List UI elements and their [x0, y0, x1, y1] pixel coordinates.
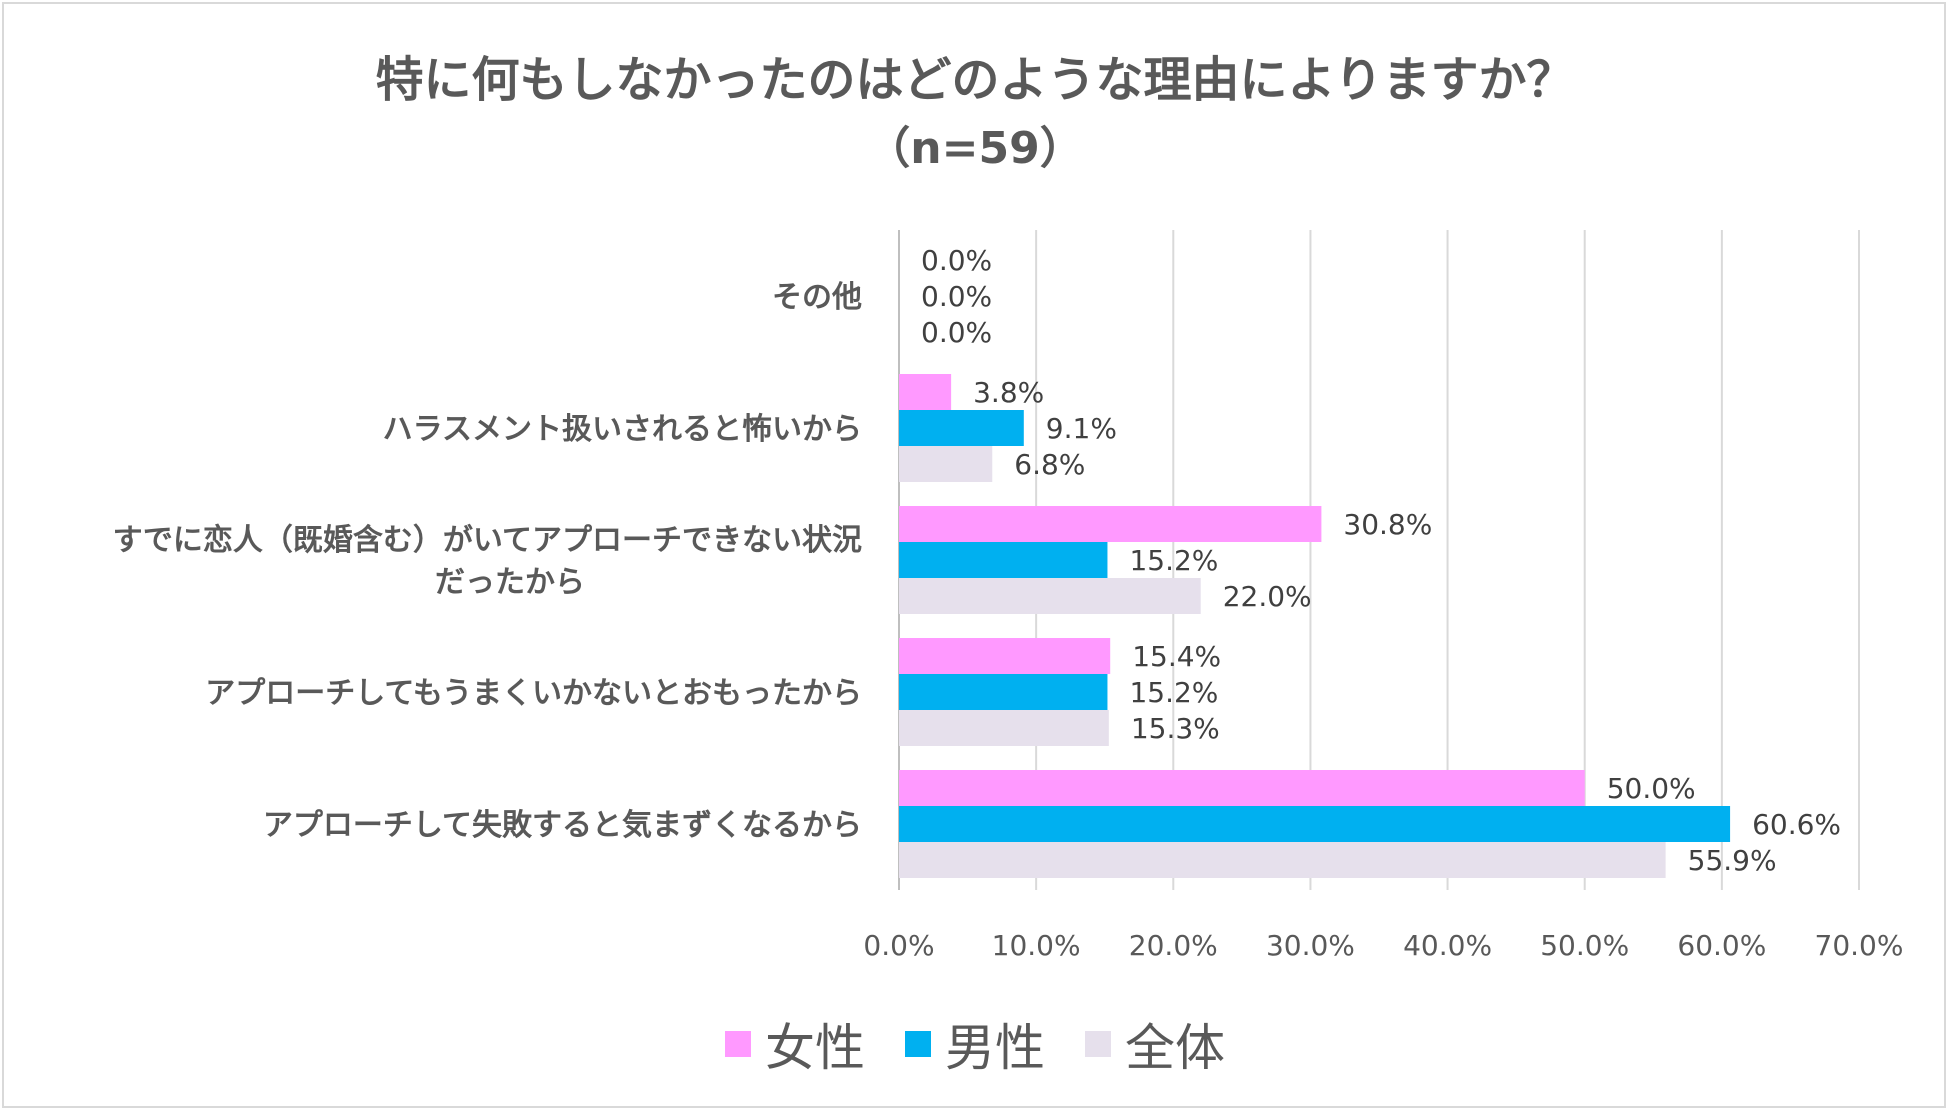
x-tick-label: 10.0%	[992, 929, 1081, 962]
category-label: ハラスメント扱いされると怖いから	[383, 412, 862, 447]
category-label: アプローチしてもうまくいかないとおもったから	[205, 676, 862, 711]
data-label: 50.0%	[1607, 772, 1696, 805]
data-label: 15.3%	[1131, 712, 1220, 745]
legend-label-total: 全体	[1125, 1019, 1225, 1077]
category-label: すでに恋人（既婚含む）がいてアプローチできない状況	[113, 523, 862, 558]
x-tick-label: 40.0%	[1403, 929, 1492, 962]
data-label: 9.1%	[1046, 412, 1117, 445]
data-label: 3.8%	[973, 376, 1044, 409]
data-label: 0.0%	[921, 280, 992, 313]
data-label: 55.9%	[1688, 844, 1777, 877]
data-label: 30.8%	[1343, 508, 1432, 541]
category-label: その他	[772, 280, 862, 315]
x-tick-label: 0.0%	[863, 929, 934, 962]
legend-swatch-total	[1085, 1031, 1111, 1057]
data-label: 22.0%	[1223, 580, 1312, 613]
data-label: 15.2%	[1129, 676, 1218, 709]
legend-item-male: 男性	[905, 1008, 1045, 1080]
legend: 女性 男性 全体	[0, 1008, 1950, 1080]
x-tick-label: 30.0%	[1266, 929, 1355, 962]
bar	[899, 542, 1108, 578]
bar	[899, 410, 1024, 446]
x-tick-label: 50.0%	[1540, 929, 1629, 962]
legend-label-female: 女性	[765, 1019, 865, 1077]
bar	[899, 710, 1109, 746]
legend-swatch-male	[905, 1031, 931, 1057]
data-label: 60.6%	[1752, 808, 1841, 841]
bar-chart: 0.0%0.0%0.0%3.8%9.1%6.8%30.8%15.2%22.0%1…	[113, 230, 1904, 962]
bar	[899, 674, 1108, 710]
bar	[899, 374, 952, 410]
bar	[899, 806, 1731, 842]
category-label: アプローチして失敗すると気まずくなるから	[263, 808, 862, 843]
bar	[899, 506, 1322, 542]
bar	[899, 638, 1111, 674]
chart-title: 特に何もしなかったのはどのような理由によりますか？	[375, 52, 1575, 108]
data-label: 15.4%	[1132, 640, 1221, 673]
data-label: 0.0%	[921, 244, 992, 277]
legend-item-total: 全体	[1085, 1008, 1225, 1080]
category-label: だったから	[435, 565, 585, 600]
legend-item-female: 女性	[725, 1008, 865, 1080]
x-tick-label: 60.0%	[1677, 929, 1766, 962]
data-label: 15.2%	[1129, 544, 1218, 577]
data-label: 6.8%	[1014, 448, 1085, 481]
chart-subtitle: （n=59）	[866, 123, 1084, 174]
bar	[899, 770, 1585, 806]
x-tick-label: 20.0%	[1129, 929, 1218, 962]
legend-label-male: 男性	[945, 1019, 1045, 1077]
bar	[899, 842, 1666, 878]
bar	[899, 446, 993, 482]
bar	[899, 578, 1201, 614]
legend-swatch-female	[725, 1031, 751, 1057]
x-tick-label: 70.0%	[1815, 929, 1904, 962]
data-label: 0.0%	[921, 316, 992, 349]
